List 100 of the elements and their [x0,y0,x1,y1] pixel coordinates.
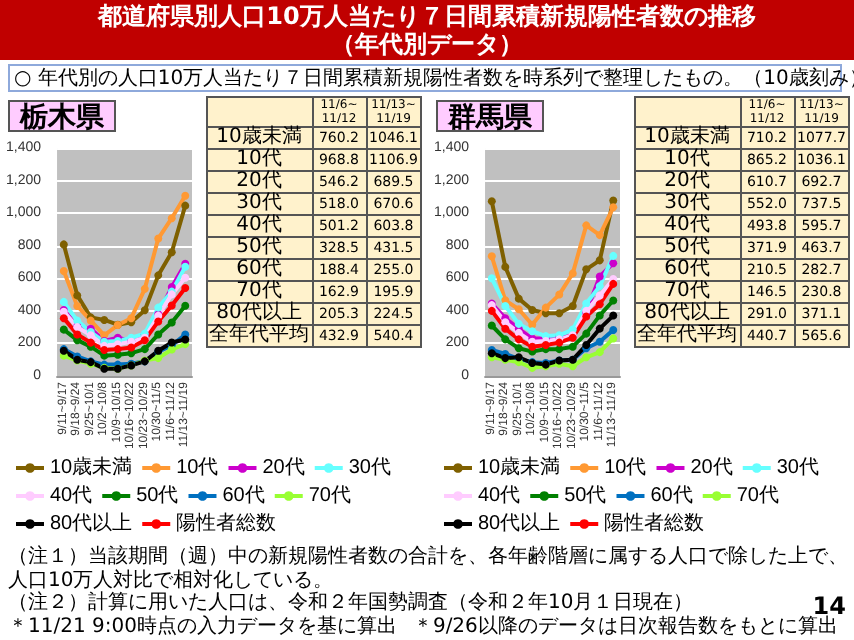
point [140,345,149,354]
point [73,330,82,339]
point [154,271,163,280]
legend-label: 40代 [50,485,93,507]
point [487,321,496,330]
legend-label: 20代 [262,457,305,479]
point [609,325,618,334]
point [595,324,604,333]
point [487,197,496,206]
legend-label: 40代 [478,485,521,507]
point [609,334,618,343]
point [167,301,176,310]
point [609,251,618,260]
point [100,315,109,324]
point [59,266,68,275]
point [582,265,591,274]
legend-label: 10歳未満 [50,455,133,479]
text: ○ 年代別の人口10万人当たり７日間累積新規陽性者数を時系列で整理したもの。（10歳刻み） [12,65,854,92]
legend-label: 70代 [736,485,779,507]
point [154,354,163,363]
point [609,196,618,205]
legend-label: 30代 [776,457,819,479]
legend-label: 10歳未満 [478,455,561,479]
legend-label: 陽性者総数 [604,511,705,535]
point [595,311,604,320]
legend-label: 80代以上 [478,511,561,535]
point [514,294,523,303]
point [582,353,591,362]
point [140,306,149,315]
line-series [487,296,618,356]
legend-label: 60代 [222,485,265,507]
point [528,342,537,351]
text: ＊11/21 9:00時点の入力データを基に算出 [8,615,397,637]
point [167,248,176,257]
point [154,330,163,339]
point [595,282,604,291]
point [582,299,591,308]
point [595,256,604,265]
legend-label: 20代 [690,457,733,479]
point [501,262,510,271]
text: 都道府県別人口10万人当たり７日間累積新規陽性者数の推移 [95,2,758,30]
point [487,252,496,261]
point [73,301,82,310]
point [59,325,68,334]
point [113,345,122,354]
point [609,311,618,320]
legend-label: 80代以上 [50,511,133,535]
point [154,234,163,243]
point [167,214,176,223]
point [595,272,604,281]
point [59,297,68,306]
legend-label: 陽性者総数 [176,511,277,535]
legend-label: 70代 [308,485,351,507]
point [501,324,510,333]
legend-label: 60代 [650,485,693,507]
point [514,335,523,344]
point [609,203,618,212]
legend-label: 50代 [564,485,607,507]
point [595,231,604,240]
point [127,343,136,352]
point [595,291,604,300]
point [528,327,537,336]
point [487,274,496,283]
point [514,305,523,314]
point [582,221,591,230]
point [528,306,537,315]
point [568,269,577,278]
point [501,335,510,344]
point [154,317,163,326]
point [541,303,550,312]
text: （年代別データ） [329,30,525,58]
point [595,348,604,357]
point [59,240,68,249]
point [555,290,564,299]
point [167,318,176,327]
text: （注２）計算に用いた人口は、令和２年国勢調査（令和２年10月１日現在） [8,592,694,614]
text: ＊9/26以降のデータは日次報告数をもとに算出 [412,615,838,637]
point [487,306,496,315]
point [140,284,149,293]
point [181,335,190,344]
point [514,344,523,353]
point [595,300,604,309]
point [181,273,190,282]
chart-title: 群馬県 [446,100,534,132]
legend-label: 30代 [348,457,391,479]
point [181,301,190,310]
point [609,296,618,305]
point [73,291,82,300]
legend-label: 50代 [136,485,179,507]
point [595,337,604,346]
point [555,309,564,318]
point [514,319,523,328]
point [154,303,163,312]
point [181,191,190,200]
legend-label: 10代 [176,457,219,479]
point [181,201,190,210]
point [609,279,618,288]
legend-label: 10代 [604,457,647,479]
point [582,329,591,338]
chart-title: 栃木県 [18,100,106,132]
